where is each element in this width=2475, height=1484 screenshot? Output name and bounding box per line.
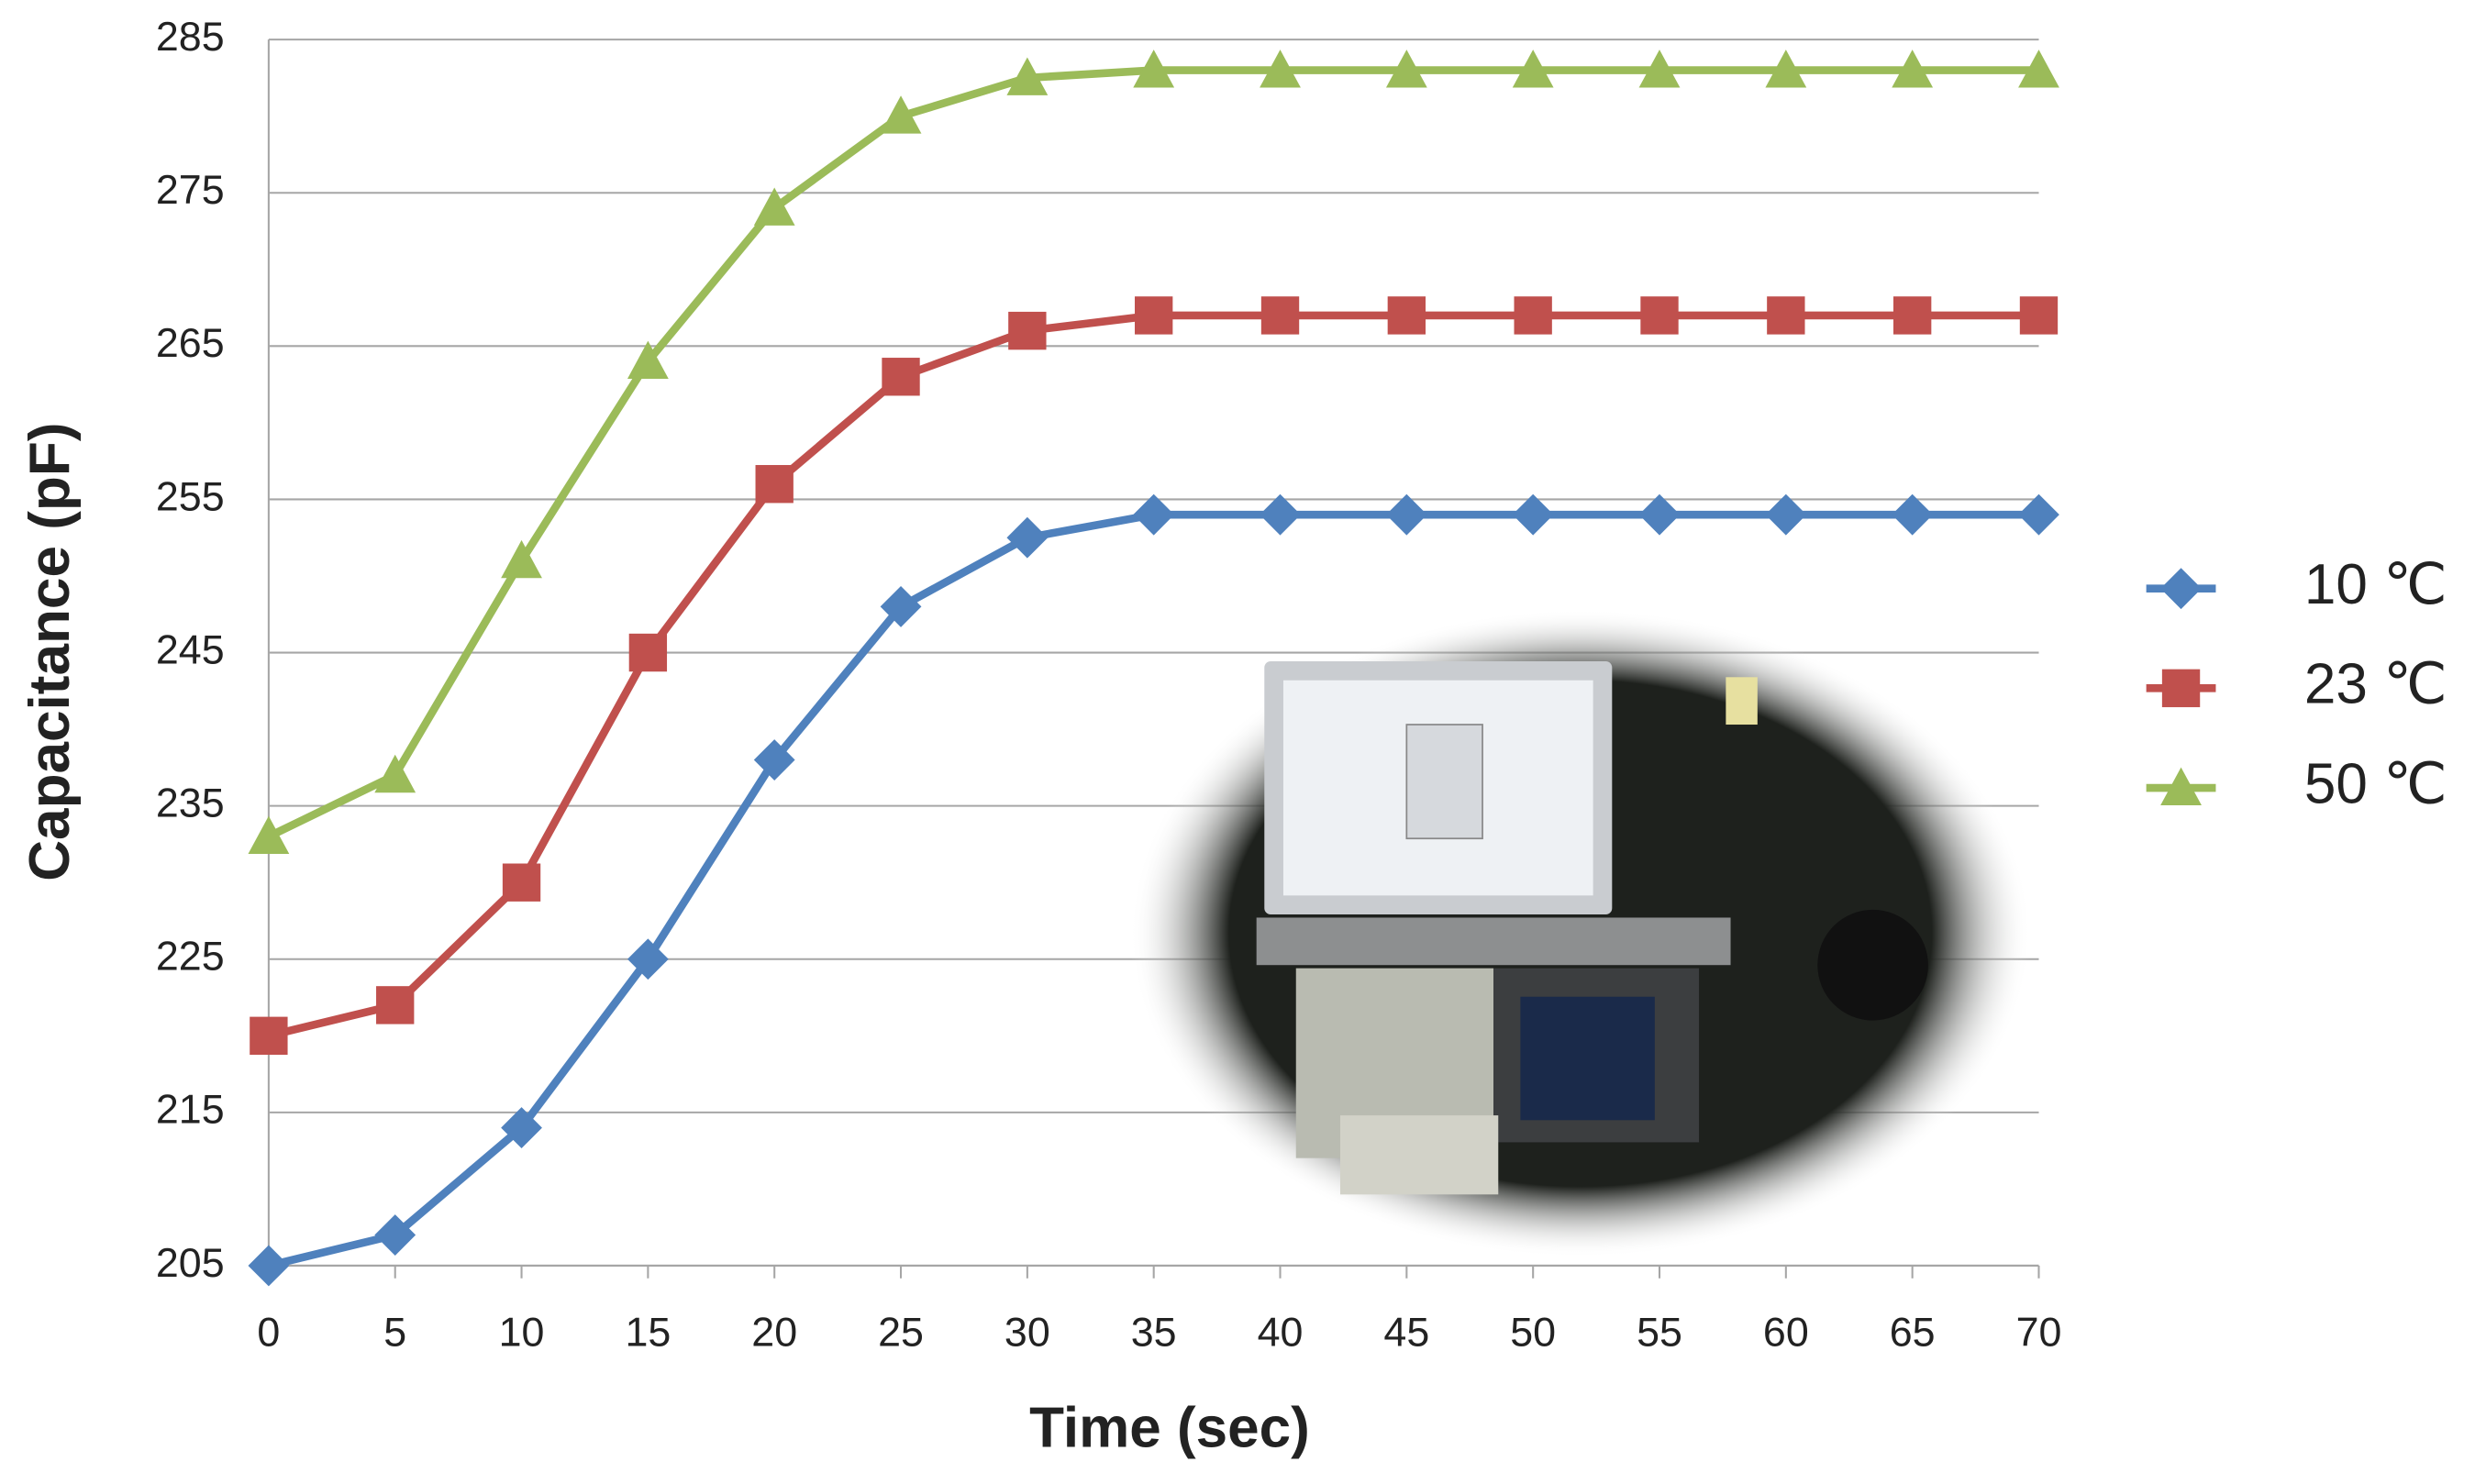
marker xyxy=(1512,50,1554,88)
marker xyxy=(880,95,922,134)
x-tick-label: 35 xyxy=(1131,1310,1177,1356)
marker xyxy=(501,539,542,579)
legend-label: 50 ℃ xyxy=(2304,752,2447,815)
marker xyxy=(1260,493,1301,536)
marker xyxy=(1638,493,1681,536)
y-tick-label: 245 xyxy=(156,626,225,672)
chamber-port xyxy=(1817,909,1928,1021)
marker xyxy=(2018,493,2059,536)
marker xyxy=(2161,669,2201,708)
marker xyxy=(628,633,668,672)
marker xyxy=(502,863,541,902)
x-tick-label: 45 xyxy=(1383,1310,1429,1356)
marker xyxy=(374,754,416,793)
marker xyxy=(1385,50,1427,88)
x-tick-label: 60 xyxy=(1763,1310,1809,1356)
marker xyxy=(627,340,669,380)
x-tick-label: 65 xyxy=(1890,1310,1936,1356)
marker xyxy=(1135,296,1173,335)
lcr-screen xyxy=(1520,996,1655,1121)
marker xyxy=(1133,50,1175,88)
x-tick-label: 5 xyxy=(383,1310,406,1356)
marker xyxy=(250,1016,288,1056)
marker xyxy=(501,1107,542,1148)
x-tick-label: 50 xyxy=(1510,1310,1556,1356)
marker xyxy=(1008,311,1047,350)
marker xyxy=(1638,50,1681,88)
marker xyxy=(1512,493,1554,536)
marker xyxy=(2018,50,2059,88)
x-tick-label: 25 xyxy=(878,1310,924,1356)
legend-label: 23 ℃ xyxy=(2304,653,2447,716)
photo-inset xyxy=(1129,609,2031,1258)
marker xyxy=(627,938,669,980)
laptop-base xyxy=(1256,917,1731,966)
marker xyxy=(755,465,794,504)
marker xyxy=(1006,516,1049,559)
x-tick-label: 15 xyxy=(625,1310,671,1356)
y-tick-label: 215 xyxy=(156,1087,225,1133)
marker xyxy=(2019,296,2059,335)
fixture xyxy=(1339,1115,1499,1195)
y-tick-label: 225 xyxy=(156,934,225,980)
y-tick-label: 255 xyxy=(156,473,225,519)
x-tick-label: 70 xyxy=(2016,1310,2062,1356)
y-tick-label: 205 xyxy=(156,1240,225,1286)
marker xyxy=(1385,493,1427,536)
marker xyxy=(2160,568,2202,610)
marker xyxy=(880,585,922,627)
marker xyxy=(1133,493,1175,536)
y-tick-label: 235 xyxy=(156,780,225,825)
marker xyxy=(376,986,415,1024)
marker xyxy=(1006,57,1049,95)
marker xyxy=(1387,296,1426,335)
y-tick-label: 285 xyxy=(156,14,225,60)
marker xyxy=(1767,296,1805,335)
marker xyxy=(1260,50,1301,88)
y-axis-title: Capacitance (pF) xyxy=(18,423,82,881)
marker xyxy=(374,1214,416,1256)
marker xyxy=(1765,493,1807,536)
marker xyxy=(753,739,795,781)
legend-label: 10 ℃ xyxy=(2304,553,2447,616)
marker xyxy=(1765,50,1807,88)
marker xyxy=(1640,296,1679,335)
marker xyxy=(248,815,290,855)
x-tick-label: 55 xyxy=(1637,1310,1682,1356)
marker xyxy=(1514,296,1552,335)
marker xyxy=(882,358,920,396)
marker xyxy=(2160,767,2202,805)
marker xyxy=(1892,50,1934,88)
sticker xyxy=(1726,677,1758,725)
x-axis-title: Time (sec) xyxy=(1029,1396,1310,1459)
marker xyxy=(1892,296,1932,335)
marker xyxy=(248,1245,290,1287)
marker xyxy=(1260,296,1300,335)
marker xyxy=(753,187,795,226)
x-tick-label: 0 xyxy=(257,1310,280,1356)
y-tick-label: 275 xyxy=(156,167,225,213)
y-tick-label: 265 xyxy=(156,320,225,366)
x-tick-label: 20 xyxy=(751,1310,797,1356)
dialog xyxy=(1405,724,1483,840)
x-tick-label: 40 xyxy=(1258,1310,1304,1356)
x-tick-label: 10 xyxy=(499,1310,545,1356)
x-tick-label: 30 xyxy=(1004,1310,1050,1356)
